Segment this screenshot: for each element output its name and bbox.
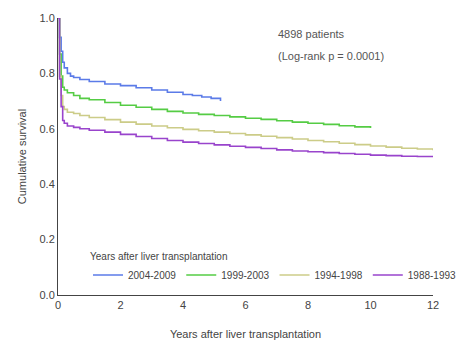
svg-text:10: 10 [364, 299, 376, 311]
svg-text:1994-1998: 1994-1998 [315, 270, 363, 281]
svg-text:2: 2 [117, 299, 123, 311]
svg-text:0.6: 0.6 [40, 123, 55, 135]
svg-text:12: 12 [427, 299, 439, 311]
svg-text:0.4: 0.4 [40, 178, 55, 190]
svg-text:2004-2009: 2004-2009 [128, 270, 176, 281]
svg-text:4: 4 [180, 299, 186, 311]
svg-text:4898 patients: 4898 patients [278, 28, 345, 40]
svg-text:Cumulative survival: Cumulative survival [16, 109, 28, 204]
svg-text:0.8: 0.8 [40, 67, 55, 79]
svg-text:1.0: 1.0 [40, 12, 55, 24]
svg-text:0: 0 [55, 299, 61, 311]
svg-text:1999-2003: 1999-2003 [221, 270, 269, 281]
svg-text:0.2: 0.2 [40, 233, 55, 245]
svg-text:1988-1993: 1988-1993 [408, 270, 456, 281]
svg-text:Years after liver transplantat: Years after liver transplantation [90, 251, 228, 262]
svg-text:(Log-rank p = 0.0001): (Log-rank p = 0.0001) [278, 50, 384, 62]
svg-text:6: 6 [242, 299, 248, 311]
svg-text:Years after liver transplantat: Years after liver transplantation [170, 328, 321, 340]
svg-text:0.0: 0.0 [40, 289, 55, 301]
svg-text:8: 8 [305, 299, 311, 311]
